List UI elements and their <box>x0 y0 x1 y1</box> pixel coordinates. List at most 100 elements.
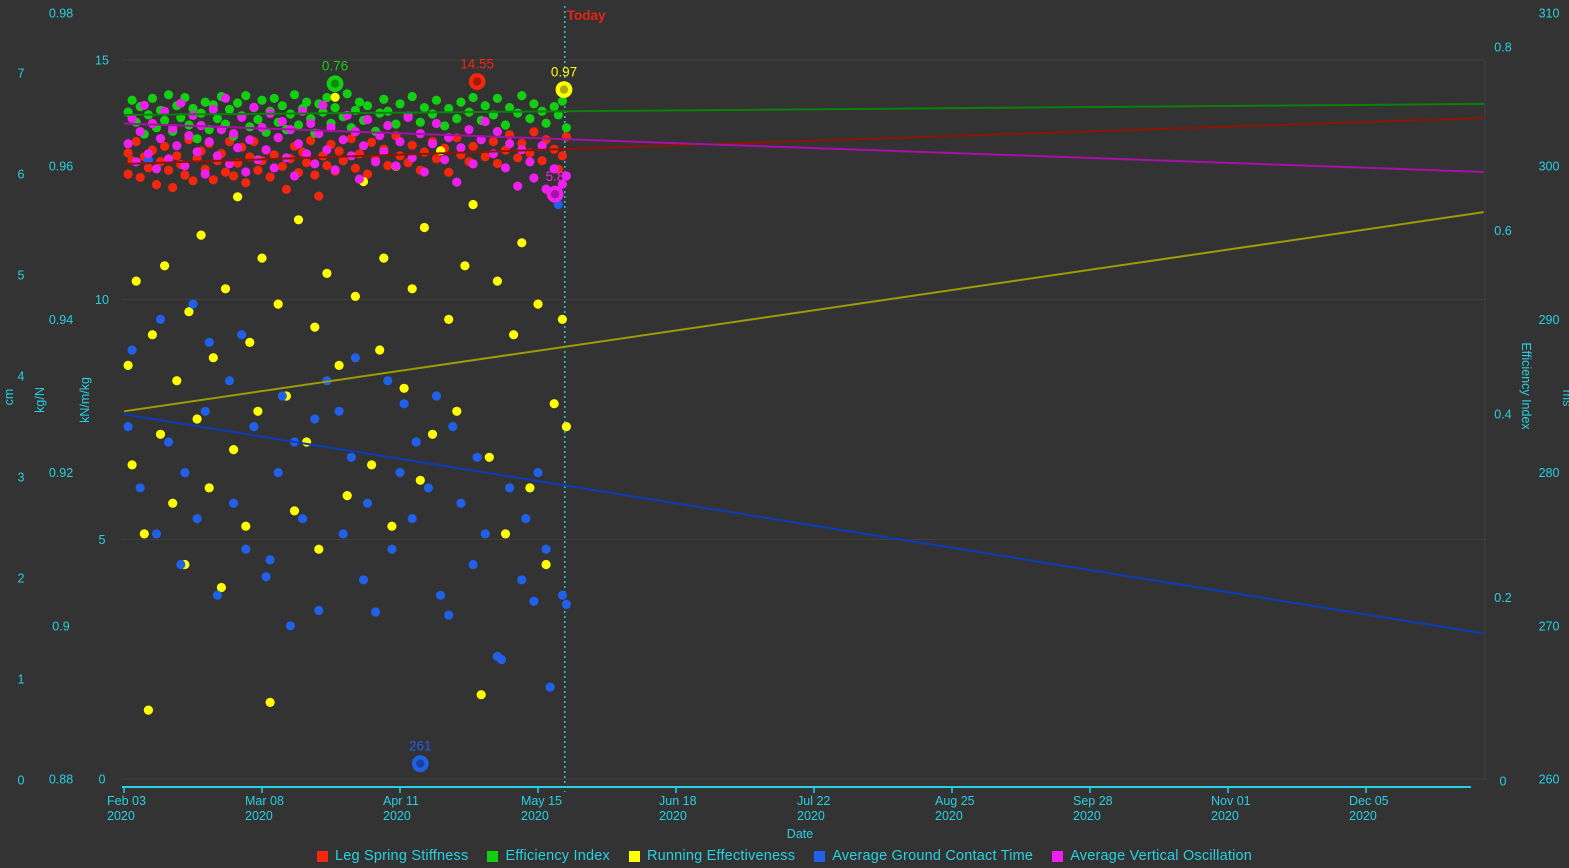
data-point <box>452 114 462 124</box>
data-point <box>160 261 170 271</box>
data-point <box>131 157 141 167</box>
data-point <box>557 179 568 189</box>
data-point <box>431 154 442 164</box>
data-point <box>342 491 352 501</box>
data-point <box>277 101 287 111</box>
x-tick-label-year: 2020 <box>1073 809 1101 823</box>
data-point <box>557 96 568 106</box>
legend: Leg Spring Stiffness Efficiency Index Runn… <box>0 845 1569 867</box>
y-tick-label: 0.8 <box>1494 41 1511 55</box>
data-point <box>476 135 486 145</box>
data-point <box>245 122 255 132</box>
trend-line <box>123 122 1484 173</box>
y-tick-label: 310 <box>1539 7 1560 21</box>
data-point <box>131 136 141 147</box>
data-point <box>480 529 490 539</box>
data-point <box>208 353 218 363</box>
data-point <box>143 163 153 173</box>
data-point <box>318 100 328 110</box>
data-point <box>407 284 417 294</box>
data-point <box>419 167 429 177</box>
data-point <box>220 167 231 177</box>
data-point <box>261 145 271 155</box>
data-point <box>216 582 226 593</box>
data-point <box>229 498 239 508</box>
x-tick-label: Aug 25 <box>935 794 975 808</box>
data-point <box>314 191 324 201</box>
data-point <box>505 103 515 113</box>
data-point <box>253 114 263 125</box>
data-point <box>139 100 149 110</box>
data-point <box>229 129 239 139</box>
data-point <box>212 114 222 124</box>
data-point <box>220 93 231 103</box>
data-point <box>468 92 478 103</box>
data-point <box>208 104 218 114</box>
data-point <box>143 149 153 159</box>
data-point <box>192 147 202 157</box>
data-point <box>265 555 275 565</box>
data-point <box>277 391 287 401</box>
data-point <box>541 559 551 570</box>
data-point <box>419 103 429 113</box>
data-point <box>387 521 397 531</box>
data-point <box>293 215 304 225</box>
x-tick-label: Dec 05 <box>1349 794 1389 808</box>
data-point <box>310 170 320 180</box>
data-point <box>537 141 547 151</box>
data-point <box>553 110 563 120</box>
legend-item-average-vertical-oscillation[interactable]: Average Vertical Oscillation <box>1052 848 1252 864</box>
data-point <box>460 261 470 271</box>
data-point <box>525 483 535 493</box>
data-point <box>383 376 393 386</box>
legend-item-leg-spring-stiffness[interactable]: Leg Spring Stiffness <box>316 848 469 864</box>
data-point <box>525 114 535 124</box>
data-point <box>464 125 474 135</box>
data-point <box>537 156 547 166</box>
data-point <box>346 134 356 144</box>
data-point <box>346 452 356 462</box>
data-point <box>265 697 275 708</box>
y-tick-label: 0.98 <box>49 7 73 21</box>
data-point <box>176 98 186 108</box>
legend-swatch <box>628 850 640 862</box>
data-point <box>517 91 527 101</box>
annotation-label: 14.55 <box>460 57 494 72</box>
x-axis-title: Date <box>787 827 813 841</box>
data-point <box>269 163 279 173</box>
y-axis-unit-label: ms <box>1560 390 1569 407</box>
data-point <box>427 429 438 439</box>
data-point <box>399 383 409 393</box>
data-point <box>533 468 543 478</box>
data-point <box>521 514 531 524</box>
data-point <box>224 104 235 114</box>
data-point <box>358 575 369 585</box>
legend-item-running-effectiveness[interactable]: Running Effectiveness <box>628 848 795 864</box>
data-point <box>415 117 425 127</box>
data-point <box>362 498 373 508</box>
data-point <box>496 654 507 665</box>
data-point <box>224 376 235 386</box>
data-point <box>367 137 377 147</box>
data-point <box>440 155 450 165</box>
data-point <box>285 621 295 631</box>
data-point <box>155 429 166 439</box>
data-point <box>127 460 137 470</box>
data-point <box>188 176 198 186</box>
data-point <box>427 139 438 149</box>
data-point <box>289 90 300 100</box>
legend-item-efficiency-index[interactable]: Efficiency Index <box>487 848 610 864</box>
legend-item-average-ground-contact-time[interactable]: Average Ground Contact Time <box>814 848 1033 864</box>
y-axis-unit-label: kg/N <box>33 387 47 413</box>
data-point <box>371 607 381 617</box>
data-point <box>330 165 340 175</box>
annotated-point-center <box>550 189 560 199</box>
data-point <box>135 127 145 137</box>
data-point <box>314 544 324 554</box>
data-point <box>533 299 543 309</box>
data-point <box>444 610 454 620</box>
data-point <box>200 97 210 107</box>
data-point <box>123 169 133 179</box>
data-point <box>517 238 527 248</box>
